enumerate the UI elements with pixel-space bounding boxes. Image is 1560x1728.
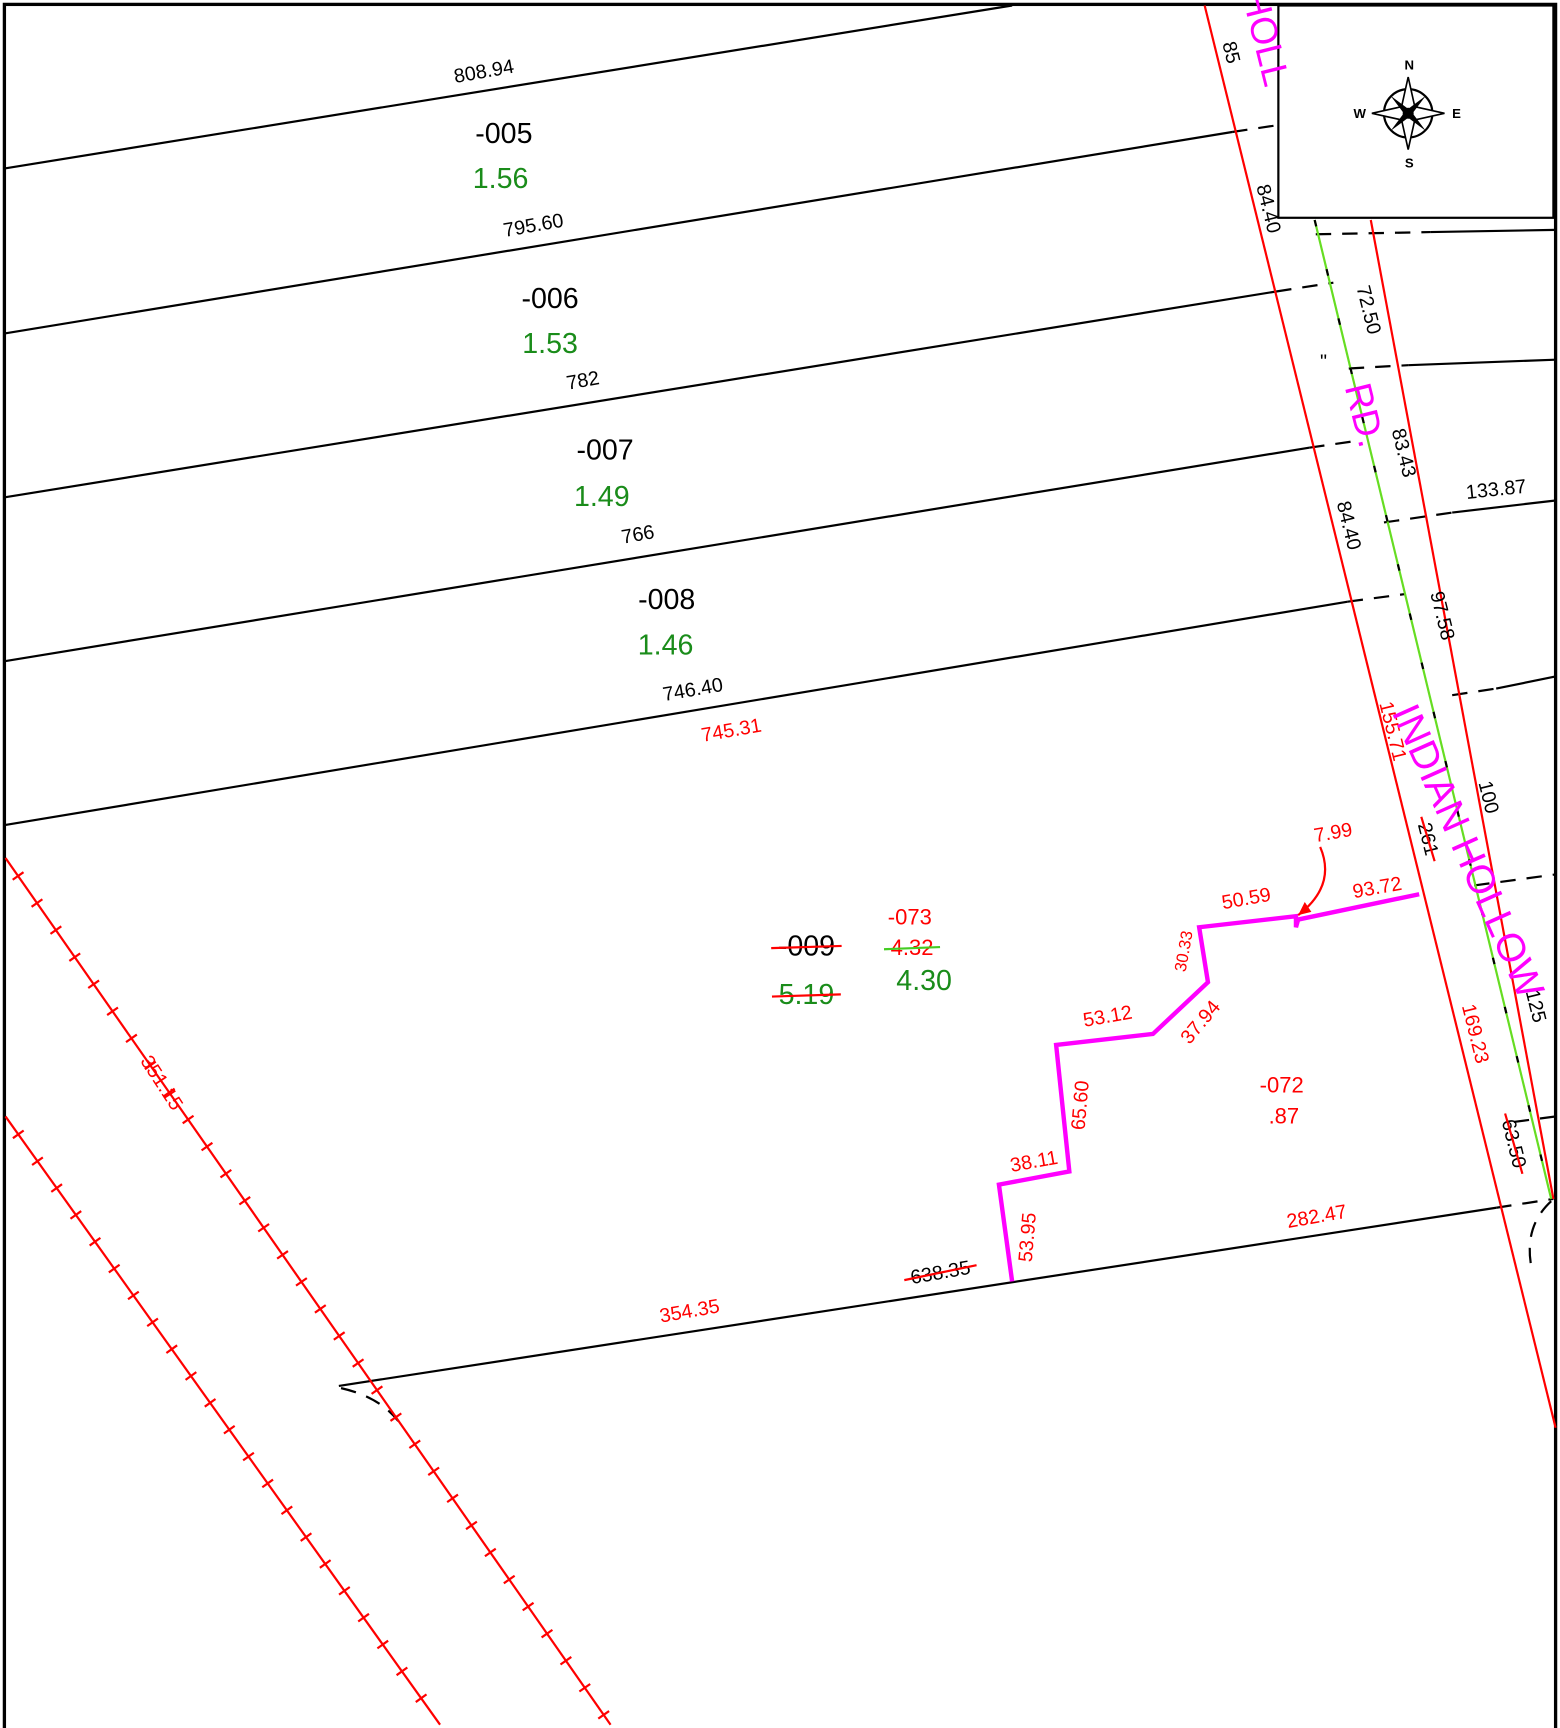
revised-label-group: -072 xyxy=(1260,1073,1304,1098)
revised-label: -072 xyxy=(1260,1073,1304,1098)
acreage-group: 4.30 xyxy=(896,965,952,997)
revised-label-group: 53.95 xyxy=(1015,1212,1041,1263)
dimension-label: " xyxy=(1320,351,1327,373)
parcel-id: -005 xyxy=(475,118,532,150)
acreage-group: 1.56 xyxy=(473,163,529,195)
compass-e: E xyxy=(1452,106,1461,121)
revised-label: -073 xyxy=(888,904,932,929)
revised-label-group: 4.32 xyxy=(884,935,940,960)
revised-label: 53.95 xyxy=(1015,1212,1041,1263)
revised-label-group: .87 xyxy=(1269,1103,1300,1128)
acreage-group: 1.53 xyxy=(522,328,578,360)
parcel-id: -007 xyxy=(576,435,633,467)
compass-box: N E S W xyxy=(1278,5,1553,217)
tax-map: N E S W 808.94795.60782766746.408584.407… xyxy=(0,0,1560,1728)
compass-center xyxy=(1403,108,1414,119)
acreage: 4.30 xyxy=(896,965,952,997)
parcel-id: -006 xyxy=(521,283,578,315)
acreage-group: 5.19 xyxy=(772,979,841,1011)
dimension-label-group: " xyxy=(1320,351,1327,373)
compass-w: W xyxy=(1354,106,1367,121)
parcel-id-group: -007 xyxy=(576,435,633,467)
acreage-group: 1.46 xyxy=(638,629,694,661)
acreage: 1.49 xyxy=(574,481,630,513)
parcel-id-group: -005 xyxy=(475,118,532,150)
acreage: 1.56 xyxy=(473,163,529,195)
revised-label: 65.60 xyxy=(1068,1080,1094,1131)
background xyxy=(0,0,1560,1728)
compass-n: N xyxy=(1405,57,1415,72)
acreage: 1.53 xyxy=(522,328,578,360)
revised-label: .87 xyxy=(1269,1103,1300,1128)
revised-label-group: -073 xyxy=(888,904,932,929)
acreage: 1.46 xyxy=(638,629,694,661)
parcel-id: -008 xyxy=(638,584,695,616)
parcel-id-group: -006 xyxy=(521,283,578,315)
parcel-id-group: -009 xyxy=(771,931,841,963)
parcel-id-group: -008 xyxy=(638,584,695,616)
acreage-group: 1.49 xyxy=(574,481,630,513)
compass-s: S xyxy=(1405,155,1414,170)
revised-label-group: 65.60 xyxy=(1068,1080,1094,1131)
